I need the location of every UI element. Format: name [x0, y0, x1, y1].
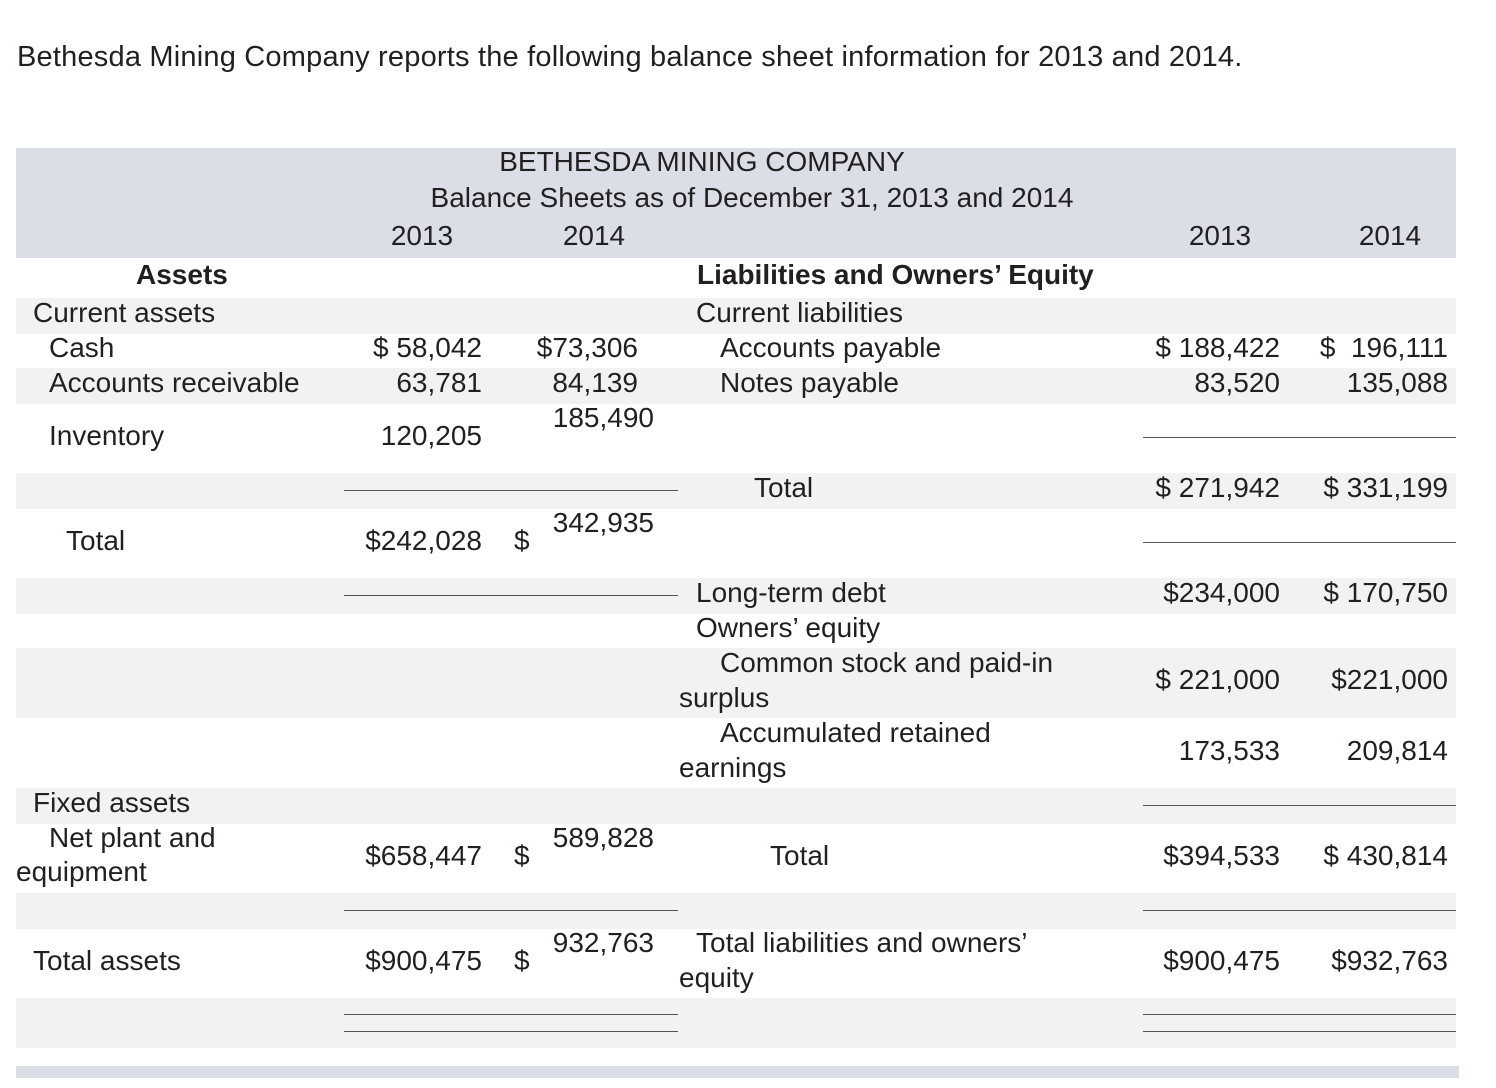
- inventory-label: Inventory: [49, 420, 165, 451]
- receivables-2013: 63,781: [396, 367, 482, 398]
- row-shade: [16, 788, 1456, 824]
- underline: [344, 910, 678, 911]
- inventory-2013: 120,205: [380, 420, 482, 451]
- total-liabilities-equity-label: Total liabilities and owners’: [696, 927, 1028, 958]
- current-liabilities-total-2013: $ 271,942: [1155, 472, 1280, 503]
- current-liabilities-total-label: Total: [754, 472, 814, 503]
- total-assets-label: Total assets: [33, 945, 181, 976]
- underline: [344, 490, 678, 491]
- company-name: BETHESDA MINING COMPANY: [499, 146, 905, 177]
- long-term-debt-label: Long-term debt: [696, 577, 886, 608]
- long-term-debt-2014: $ 170,750: [1323, 577, 1448, 608]
- net-plant-2013: $658,447: [365, 840, 482, 871]
- cash-2013: $ 58,042: [373, 332, 482, 363]
- underline: [1143, 542, 1456, 543]
- total-assets-2014-sign: $: [514, 945, 530, 976]
- equity-total-2013: $394,533: [1163, 840, 1280, 871]
- notes-payable-label: Notes payable: [720, 367, 900, 398]
- double-underline-top: [1143, 1014, 1456, 1015]
- row-shade: [16, 578, 1456, 614]
- liabilities-year-2014: 2014: [1358, 220, 1422, 251]
- retained-earnings-2013: 173,533: [1178, 735, 1280, 766]
- accounts-payable-label: Accounts payable: [720, 332, 942, 363]
- receivables-2014: 84,139: [552, 367, 638, 398]
- fixed-assets-heading: Fixed assets: [33, 787, 191, 818]
- equity-total-label: Total: [770, 840, 830, 871]
- equity-total-2014: $ 430,814: [1323, 840, 1448, 871]
- total-liabilities-equity-2013: $900,475: [1163, 945, 1280, 976]
- balance-sheet-table: BETHESDA MINING COMPANY Balance Sheets a…: [16, 146, 1459, 1078]
- notes-payable-2013: 83,520: [1194, 367, 1280, 398]
- current-assets-heading: Current assets: [33, 297, 216, 328]
- common-stock-2013: $ 221,000: [1155, 664, 1280, 695]
- cash-label: Cash: [49, 332, 115, 363]
- current-liabilities-total-2014: $ 331,199: [1323, 472, 1448, 503]
- common-stock-label: Common stock and paid-in: [720, 647, 1054, 678]
- long-term-debt-2013: $234,000: [1163, 577, 1280, 608]
- row-shade: [16, 648, 1456, 718]
- intro-text: Bethesda Mining Company reports the foll…: [17, 41, 1243, 73]
- liabilities-year-2013: 2013: [1188, 220, 1252, 251]
- total-assets-2013: $900,475: [365, 945, 482, 976]
- underline: [1143, 437, 1456, 438]
- row-shade: [16, 473, 1456, 509]
- assets-year-2013: 2013: [390, 220, 454, 251]
- sheet-subtitle: Balance Sheets as of December 31, 2013 a…: [430, 182, 1074, 213]
- retained-earnings-label-cont: earnings: [679, 752, 787, 783]
- retained-earnings-2014: 209,814: [1346, 735, 1448, 766]
- net-plant-2014-sign: $: [514, 840, 530, 871]
- total-liabilities-equity-label-cont: equity: [679, 962, 754, 993]
- double-underline-top: [344, 1014, 678, 1015]
- current-assets-total-2014-sign: $: [514, 525, 530, 556]
- common-stock-label-cont: surplus: [679, 682, 770, 713]
- underline: [1143, 910, 1456, 911]
- underline: [344, 595, 678, 596]
- net-plant-label: Net plant and equipment: [16, 822, 216, 887]
- owners-equity-heading: Owners’ equity: [696, 612, 881, 643]
- total-liabilities-equity-2014: $932,763: [1331, 945, 1448, 976]
- inventory-2014: 185,490: [552, 402, 654, 433]
- table-header-band: [16, 148, 1456, 258]
- current-assets-total-label: Total: [66, 525, 126, 556]
- common-stock-2014: $221,000: [1331, 664, 1448, 695]
- assets-year-2014: 2014: [562, 220, 626, 251]
- retained-earnings-label: Accumulated retained: [720, 717, 991, 748]
- receivables-label: Accounts receivable: [49, 367, 300, 398]
- current-assets-total-2014: 342,935: [552, 507, 654, 538]
- cash-2014: $73,306: [536, 332, 638, 363]
- row-shade: [16, 298, 1456, 334]
- current-assets-total-2013: $242,028: [365, 525, 482, 556]
- row-shade: [16, 893, 1456, 929]
- net-plant-2014: 589,828: [552, 822, 654, 853]
- total-assets-2014: 932,763: [552, 927, 654, 958]
- liabilities-heading: Liabilities and Owners’ Equity: [697, 259, 1094, 290]
- double-underline-bottom: [344, 1031, 678, 1032]
- accounts-payable-2014: $ 196,111: [1319, 332, 1448, 363]
- assets-heading: Assets: [136, 259, 228, 290]
- row-shade: [16, 368, 1456, 404]
- double-underline-bottom: [1143, 1031, 1456, 1032]
- underline: [1143, 805, 1456, 806]
- table-bottom-bar: [16, 1066, 1459, 1078]
- row-shade: [16, 998, 1456, 1048]
- notes-payable-2014: 135,088: [1346, 367, 1448, 398]
- current-liabilities-heading: Current liabilities: [696, 297, 903, 328]
- accounts-payable-2013: $ 188,422: [1155, 332, 1280, 363]
